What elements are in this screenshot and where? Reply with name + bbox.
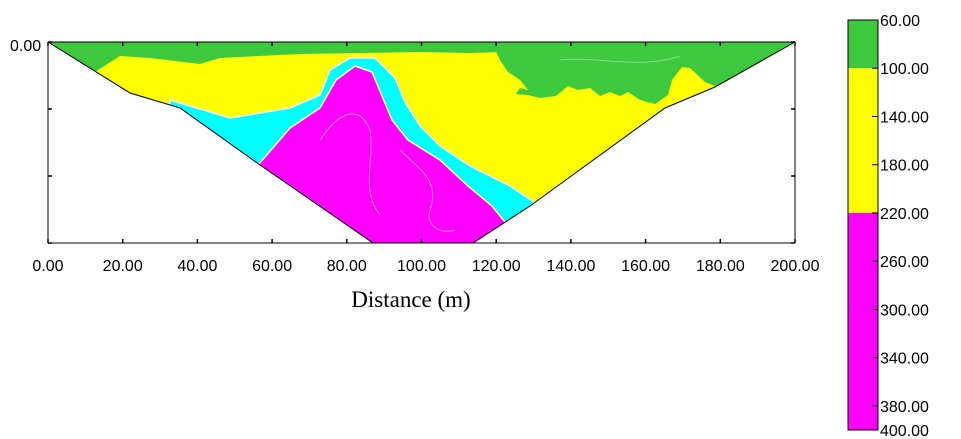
colorbar-tick-label: 380.00 [880,399,929,416]
x-tick-label: 20.00 [103,258,143,275]
x-tick-label: 80.00 [327,258,367,275]
colorbar-tick-label: 260.00 [880,254,929,271]
colorbar-tick-label: 180.00 [880,158,929,175]
colorbar-tick-label: 400.00 [880,423,929,439]
x-tick-label: 200.00 [771,258,820,275]
axes: 0.00 20.00 40.00 60.00 80.00 100.00 120.00 140.… [10,38,820,312]
x-tick-label: 100.00 [397,258,446,275]
x-tick-label: 160.00 [621,258,670,275]
colorbar-band [848,212,878,430]
x-tick-label: 60.00 [252,258,292,275]
x-tick-label: 40.00 [177,258,217,275]
x-tick-label: 0.00 [32,258,63,275]
colorbar-band [848,68,878,213]
region-green-right [490,42,795,104]
colorbar-frame [847,19,879,431]
colorbar-tick-label: 340.00 [880,351,929,368]
y-tick-label: 0.00 [10,38,41,55]
colorbar-tick-label: 300.00 [880,302,929,319]
colorbar-tick-label: 100.00 [880,61,929,78]
colorbar-legend: 60.00 100.00 140.00 180.00 220.00 260.00 300.0… [847,13,929,439]
x-ticks [47,42,796,243]
contour-line [399,149,456,232]
colorbar-tick-label: 140.00 [880,109,929,126]
pseudo-section-plot [47,41,796,244]
x-tick-label: 120.00 [472,258,521,275]
y-ticks [48,41,795,244]
colorbar-tick-label: 220.00 [880,206,929,223]
x-tick-label: 180.00 [696,258,745,275]
x-tick-labels: 0.00 20.00 40.00 60.00 80.00 100.00 120.00 140.… [32,258,819,275]
colorbar-band [848,20,878,69]
contour-line [559,55,681,63]
colorbar-tick-label: 60.00 [880,13,920,30]
region-green-left [48,42,500,72]
x-axis-title: Distance (m) [351,287,470,312]
x-tick-label: 140.00 [546,258,595,275]
contour-line [319,113,381,216]
